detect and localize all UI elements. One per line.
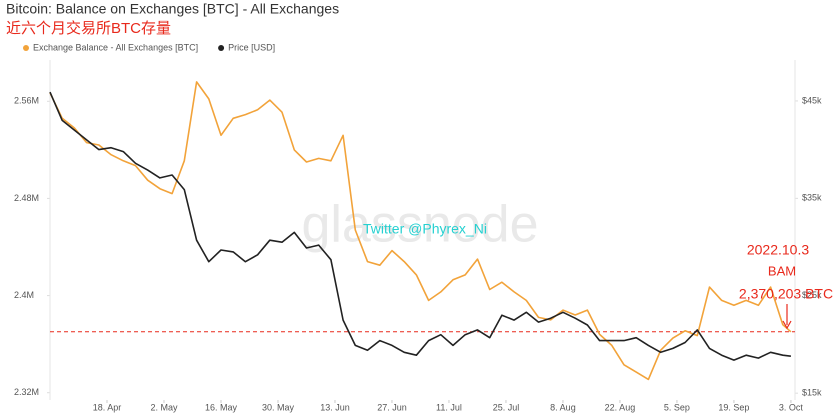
x-tick-label: 22. Aug <box>605 402 636 412</box>
annotation-text: BAM <box>768 263 796 278</box>
credit: Twitter @Phyrex_Ni <box>363 221 487 237</box>
legend-swatch <box>218 45 225 51</box>
chart-subtitle: 近六个月交易所BTC存量 <box>6 19 171 37</box>
y2-tick-label: $35k <box>802 193 822 203</box>
annotation-value: 2,370,203 BTC <box>739 286 833 302</box>
x-tick-label: 30. May <box>262 402 295 412</box>
x-tick-label: 19. Sep <box>718 402 749 412</box>
y-tick-label: 2.32M <box>14 387 39 397</box>
x-tick-label: 11. Jul <box>436 402 462 412</box>
legend-swatch <box>23 45 29 51</box>
y2-tick-label: $15k <box>802 388 822 398</box>
series-line <box>49 91 791 361</box>
x-tick-label: 16. May <box>205 402 238 412</box>
y-tick-label: 2.56M <box>14 96 39 106</box>
x-tick-label: 25. Jul <box>493 402 520 412</box>
y2-tick-label: $45k <box>802 95 822 105</box>
x-tick-label: 13. Jun <box>320 402 350 412</box>
x-tick-label: 27. Jun <box>377 402 407 412</box>
x-tick-label: 8. Aug <box>550 402 576 412</box>
watermark: glassnode <box>301 196 538 254</box>
y2-tick-label: $25k <box>802 290 822 300</box>
x-tick-label: 5. Sep <box>664 402 690 412</box>
y-tick-label: 2.4M <box>14 290 34 300</box>
x-tick-label: 2. May <box>150 402 178 412</box>
chart-title: Bitcoin: Balance on Exchanges [BTC] - Al… <box>6 1 339 17</box>
legend-label: Exchange Balance - All Exchanges [BTC] <box>33 42 198 52</box>
legend-label: Price [USD] <box>228 42 275 52</box>
annotation-date: 2022.10.3 <box>747 242 809 258</box>
x-tick-label: 3. Oct <box>779 402 804 412</box>
x-tick-label: 18. Apr <box>93 402 122 412</box>
annotation-arrowhead <box>782 320 792 330</box>
series-line <box>49 81 792 381</box>
y-tick-label: 2.48M <box>14 193 39 203</box>
